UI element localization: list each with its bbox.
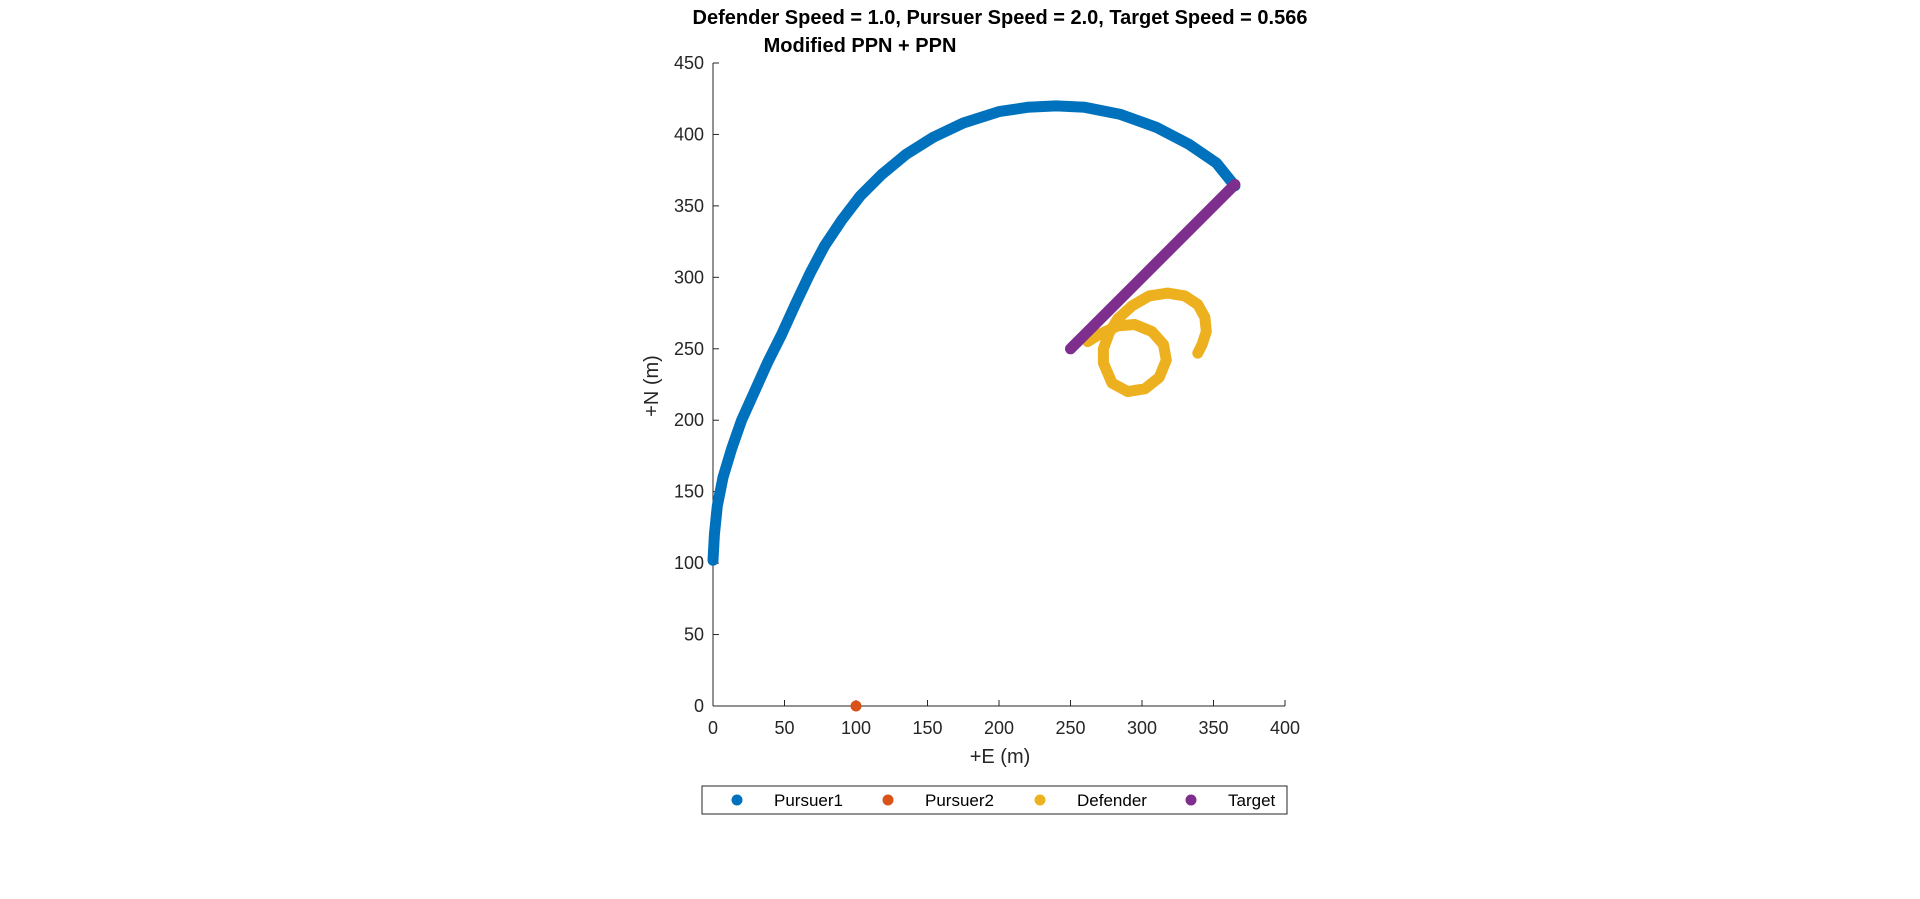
x-tick-label: 400	[1270, 718, 1300, 738]
y-tick-label: 450	[674, 53, 704, 73]
x-tick-label: 250	[1055, 718, 1085, 738]
y-tick-label: 250	[674, 339, 704, 359]
legend-marker-pursuer2	[882, 794, 894, 806]
chart-subtitle: Modified PPN + PPN	[764, 35, 957, 57]
y-tick-label: 50	[684, 625, 704, 645]
chart-title: Defender Speed = 1.0, Pursuer Speed = 2.…	[693, 7, 1308, 29]
y-tick-label: 300	[674, 267, 704, 287]
x-tick-label: 150	[912, 718, 942, 738]
plot-area	[707, 100, 1241, 712]
x-tick-label: 350	[1198, 718, 1228, 738]
x-tick-label: 50	[774, 718, 794, 738]
pursuer1-trajectory	[707, 100, 1241, 566]
legend-label-pursuer1: Pursuer1	[774, 791, 843, 810]
target-trajectory	[1065, 179, 1241, 355]
legend: Pursuer1 Pursuer2 Defender Target	[701, 785, 1288, 815]
x-tick-label: 100	[841, 718, 871, 738]
legend-label-defender: Defender	[1077, 791, 1147, 810]
x-tick-label: 200	[984, 718, 1014, 738]
y-tick-label: 400	[674, 124, 704, 144]
y-tick-label: 100	[674, 553, 704, 573]
x-tick-label: 0	[708, 718, 718, 738]
defender-trajectory	[1082, 287, 1212, 398]
x-axis-label: +E (m)	[970, 746, 1031, 768]
legend-marker-defender	[1034, 794, 1046, 806]
legend-marker-pursuer1	[731, 794, 743, 806]
y-tick-label: 150	[674, 482, 704, 502]
y-tick-label: 0	[694, 696, 704, 716]
pursuer2-point	[850, 700, 862, 712]
legend-label-pursuer2: Pursuer2	[925, 791, 994, 810]
legend-label-target: Target	[1228, 791, 1276, 810]
y-axis-label: +N (m)	[641, 355, 663, 417]
legend-marker-target	[1185, 794, 1197, 806]
y-tick-label: 200	[674, 410, 704, 430]
x-tick-label: 300	[1127, 718, 1157, 738]
y-tick-label: 350	[674, 196, 704, 216]
axes: 0 50 100 150 200 250 300 350 400 0 50 100 150 200 250 3…	[674, 53, 1300, 738]
